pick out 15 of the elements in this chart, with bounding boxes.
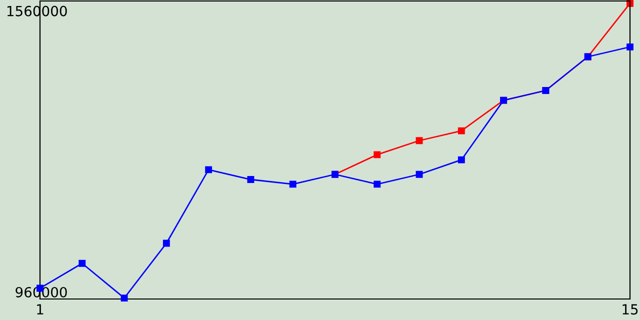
point bbox=[289, 180, 296, 188]
point bbox=[374, 151, 381, 158]
point bbox=[626, 43, 634, 50]
point bbox=[78, 260, 86, 267]
point bbox=[162, 240, 170, 247]
point bbox=[458, 156, 465, 164]
point bbox=[416, 170, 423, 178]
x-tick-label: 1 bbox=[37, 304, 44, 314]
point bbox=[374, 180, 381, 188]
point bbox=[416, 137, 423, 144]
point bbox=[458, 127, 465, 134]
x-tick-label: 15 bbox=[622, 304, 638, 315]
point bbox=[120, 294, 128, 302]
point bbox=[205, 166, 212, 174]
point bbox=[247, 176, 254, 183]
